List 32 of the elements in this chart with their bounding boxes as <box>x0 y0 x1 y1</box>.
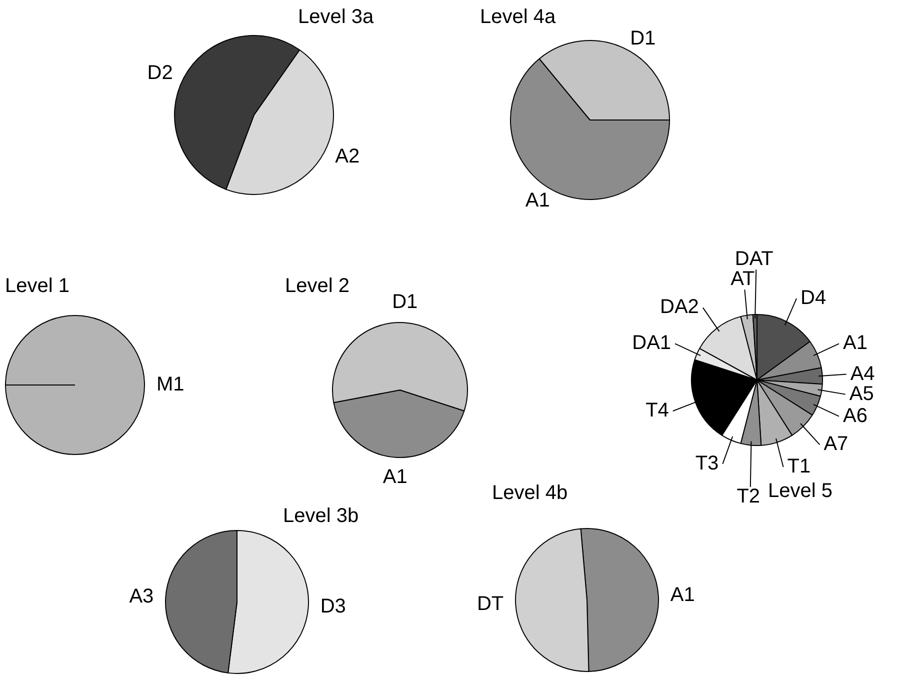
slice-label: D1 <box>630 28 656 50</box>
chart-title: Level 3b <box>283 505 359 528</box>
slice-label: A1 <box>670 584 695 606</box>
slice-label: A1 <box>525 190 550 212</box>
slice-label: DAT <box>734 248 774 270</box>
slice-label: DA2 <box>660 296 699 318</box>
chart-title: Level 1 <box>5 275 70 298</box>
slice-label: AT <box>730 268 755 290</box>
slice-label: A3 <box>129 585 154 608</box>
slice-label: A2 <box>335 145 360 168</box>
slice-label: T3 <box>695 452 719 474</box>
slice-label: T4 <box>646 400 669 422</box>
slice-label: DT <box>476 593 504 616</box>
slice-label: D2 <box>147 62 173 84</box>
slice-label: A1 <box>382 466 408 488</box>
slice-label: T2 <box>736 486 760 508</box>
slice-label: A4 <box>850 362 875 385</box>
slice-label: A7 <box>824 433 848 456</box>
slice-label: A1 <box>842 332 868 354</box>
slice-label: A5 <box>849 382 874 405</box>
chart-title: Level 4a <box>480 6 556 29</box>
slice-label: M1 <box>156 374 184 396</box>
slice-label: T1 <box>787 456 811 478</box>
slice-label: DA1 <box>632 332 672 354</box>
chart-title: Level 2 <box>285 275 350 298</box>
slice-label: D4 <box>800 286 826 309</box>
chart-title: Level 4b <box>492 482 568 505</box>
slice-label: D1 <box>392 291 418 314</box>
slice-label: A6 <box>842 404 868 427</box>
chart-title: Level 3a <box>298 6 374 29</box>
slice-label: D3 <box>320 596 346 618</box>
text: Level 5 <box>768 480 832 503</box>
